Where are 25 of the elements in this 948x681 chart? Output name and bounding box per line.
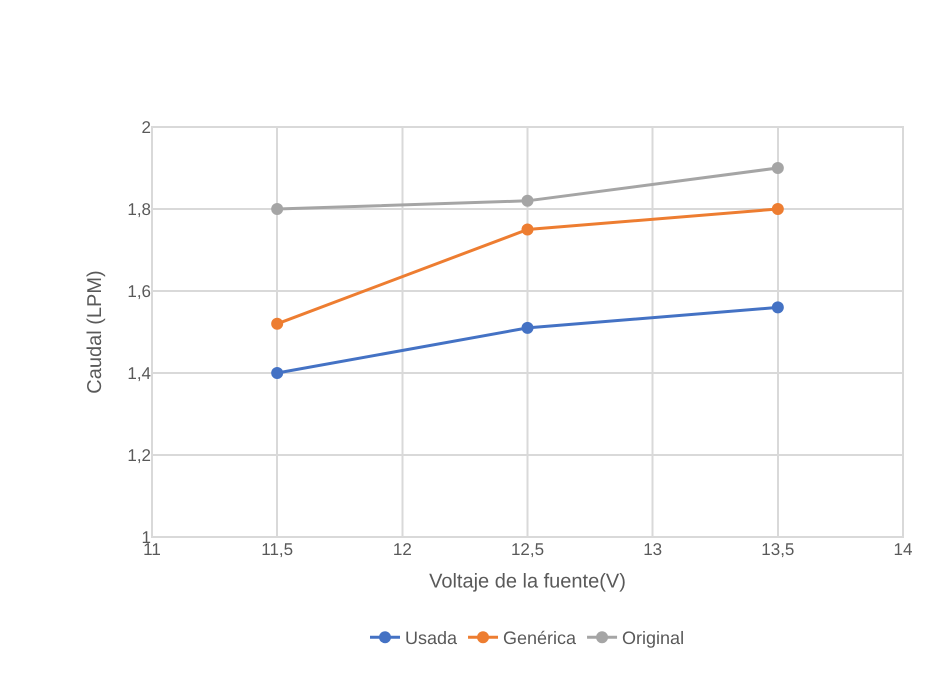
point	[772, 162, 784, 174]
x-tick-label: 11,5	[261, 540, 294, 559]
legend-label: Original	[622, 628, 684, 648]
point	[772, 301, 784, 314]
y-tick-label: 1,2	[127, 446, 151, 465]
y-tick-label: 1,8	[127, 200, 151, 219]
x-tick-label: 12	[392, 540, 412, 559]
legend-label: Usada	[405, 628, 458, 648]
y-axis-title: Caudal (LPM)	[84, 270, 106, 394]
point	[271, 203, 284, 215]
y-tick-label: 1,6	[127, 282, 151, 301]
point	[271, 318, 284, 330]
point	[522, 194, 534, 207]
point	[772, 203, 784, 215]
x-tick-label: 13	[643, 540, 662, 559]
point	[522, 322, 534, 334]
x-tick-label: 12,5	[510, 540, 544, 559]
x-tick-label: 14	[894, 540, 912, 559]
y-tick-label: 2	[142, 118, 151, 137]
x-tick-label: 13,5	[761, 540, 794, 559]
x-axis-title: Voltaje de la fuente(V)	[429, 570, 626, 592]
point	[271, 367, 284, 379]
legend-label: Genérica	[503, 628, 578, 648]
point	[522, 224, 534, 236]
y-tick-label: 1,4	[127, 364, 151, 383]
